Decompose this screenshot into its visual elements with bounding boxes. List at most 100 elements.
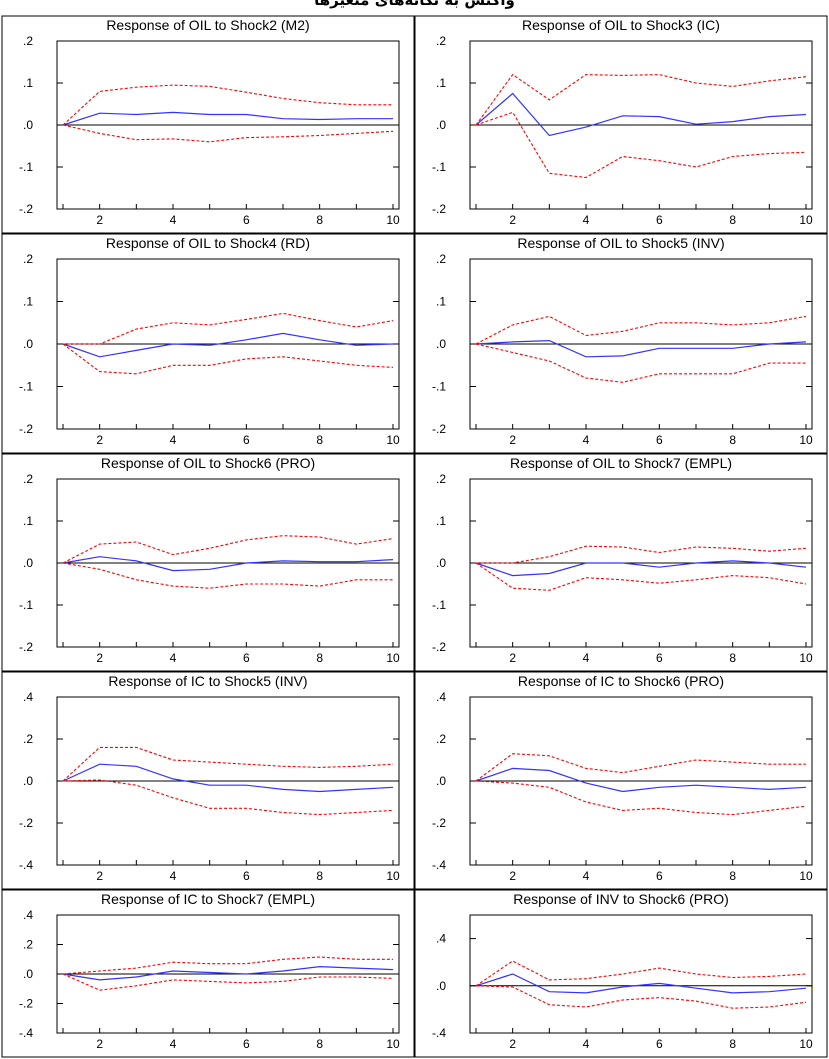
panel-border xyxy=(1,453,415,672)
x-tick-label: 8 xyxy=(316,1037,323,1051)
x-tick-label: 6 xyxy=(243,433,250,447)
lower-confidence-band xyxy=(62,124,394,143)
y-tick-label: .2 xyxy=(436,732,446,746)
y-tick-label: .2 xyxy=(23,732,33,746)
response-line xyxy=(62,332,394,358)
y-tick-label: -.1 xyxy=(432,598,446,612)
x-tick-label: 6 xyxy=(243,1037,250,1051)
panel-border xyxy=(1,889,415,1058)
y-tick-label: .4 xyxy=(23,908,33,922)
x-tick-label: 4 xyxy=(170,651,177,665)
chart-title: Response of OIL to Shock4 (RD) xyxy=(106,235,310,251)
response-line xyxy=(475,560,807,577)
y-tick-label: .1 xyxy=(23,295,33,309)
y-tick-label: -.1 xyxy=(432,160,446,174)
chart-panel: Response of OIL to Shock4 (RD) .2 .1 .0 -.1 -… xyxy=(1,233,415,454)
chart-title: Response of IC to Shock5 (INV) xyxy=(108,673,307,689)
chart-panel: Response of INV to Shock6 (PRO) .4 .0 -.4 2 4… xyxy=(414,889,828,1058)
y-tick-label: -.2 xyxy=(19,422,33,436)
x-tick-label: 10 xyxy=(799,1037,813,1051)
x-tick-label: 4 xyxy=(170,1037,177,1051)
y-tick-label: -.2 xyxy=(432,640,446,654)
x-tick-label: 2 xyxy=(509,1037,516,1051)
upper-confidence-band xyxy=(475,315,807,345)
y-tick-label: .4 xyxy=(436,690,446,704)
x-tick-label: 8 xyxy=(729,1037,736,1051)
x-tick-label: 8 xyxy=(729,433,736,447)
x-tick-label: 8 xyxy=(316,213,323,227)
y-tick-label: -.1 xyxy=(432,380,446,394)
chart-panel: Response of OIL to Shock7 (EMPL) .2 .1 .0 -.… xyxy=(414,453,828,672)
x-tick-label: 6 xyxy=(656,433,663,447)
y-tick-label: -.4 xyxy=(19,858,33,872)
chart-title: Response of OIL to Shock7 (EMPL) xyxy=(510,455,732,471)
y-tick-label: -.4 xyxy=(432,858,446,872)
lower-confidence-band xyxy=(475,780,807,816)
panel-border xyxy=(414,453,828,672)
y-tick-label: .0 xyxy=(436,979,446,993)
y-tick-label: .2 xyxy=(436,472,446,486)
chart-title: Response of INV to Shock6 (PRO) xyxy=(513,891,729,907)
y-tick-label: .1 xyxy=(23,514,33,528)
x-tick-label: 4 xyxy=(583,651,590,665)
y-tick-label: -.2 xyxy=(432,422,446,436)
x-tick-label: 8 xyxy=(316,869,323,883)
x-tick-label: 8 xyxy=(316,433,323,447)
panel-border xyxy=(414,15,828,234)
chart-panel: Response of OIL to Shock6 (PRO) .2 .1 .0 -.1… xyxy=(1,453,415,672)
x-tick-label: 10 xyxy=(799,433,813,447)
x-tick-label: 10 xyxy=(386,213,400,227)
y-tick-label: -.2 xyxy=(19,202,33,216)
x-tick-label: 2 xyxy=(509,651,516,665)
page-header-text: واکنش به تکانه‌های متغیرها xyxy=(314,0,515,9)
y-tick-label: .2 xyxy=(436,34,446,48)
x-tick-label: 2 xyxy=(96,1037,103,1051)
response-line xyxy=(62,556,394,572)
y-tick-label: .1 xyxy=(436,76,446,90)
response-line xyxy=(62,965,394,981)
y-tick-label: .2 xyxy=(23,34,33,48)
x-tick-label: 4 xyxy=(583,433,590,447)
x-tick-label: 8 xyxy=(729,651,736,665)
y-tick-label: .0 xyxy=(436,118,446,132)
chart-panel: Response of IC to Shock7 (EMPL) .4 .2 .0 -.2… xyxy=(1,889,415,1058)
lower-confidence-band xyxy=(475,343,806,383)
response-line xyxy=(475,92,807,137)
y-tick-label: .2 xyxy=(436,252,446,266)
chart-panel: Response of OIL to Shock5 (INV) .2 .1 .0 -.1… xyxy=(414,233,828,454)
y-tick-label: -.2 xyxy=(432,816,446,830)
x-tick-label: 8 xyxy=(316,651,323,665)
chart-panel: Response of IC to Shock5 (INV) .4 .2 .0 -.2 -… xyxy=(1,671,415,890)
y-tick-label: -.2 xyxy=(19,640,33,654)
y-tick-label: .2 xyxy=(23,472,33,486)
y-tick-label: .0 xyxy=(23,774,33,788)
x-tick-label: 4 xyxy=(583,1037,590,1051)
panel-border xyxy=(414,889,828,1058)
chart-panel: Response of IC to Shock6 (PRO) .4 .2 .0 -.2 -… xyxy=(414,671,828,890)
y-tick-label: .2 xyxy=(23,938,33,952)
upper-confidence-band xyxy=(475,753,806,782)
y-tick-label: -.1 xyxy=(19,160,33,174)
x-tick-label: 2 xyxy=(96,651,103,665)
y-tick-label: .0 xyxy=(436,774,446,788)
x-tick-label: 2 xyxy=(509,433,516,447)
y-tick-label: .1 xyxy=(436,295,446,309)
upper-confidence-band xyxy=(62,956,393,975)
x-tick-label: 10 xyxy=(386,869,400,883)
chart-panel: Response of OIL to Shock2 (M2) .2 .1 .0 -.1 -… xyxy=(1,15,415,234)
y-tick-label: -.2 xyxy=(432,202,446,216)
y-tick-label: -.2 xyxy=(19,997,33,1011)
upper-confidence-band xyxy=(63,312,394,345)
y-tick-label: -.1 xyxy=(19,598,33,612)
x-tick-label: 2 xyxy=(509,213,516,227)
response-line xyxy=(62,111,393,126)
chart-title: Response of OIL to Shock6 (PRO) xyxy=(101,455,315,471)
response-line xyxy=(475,973,807,994)
x-tick-label: 4 xyxy=(583,213,590,227)
x-tick-label: 6 xyxy=(243,213,250,227)
lower-confidence-band xyxy=(475,111,807,179)
x-tick-label: 10 xyxy=(386,433,400,447)
x-tick-label: 4 xyxy=(170,213,177,227)
x-tick-label: 6 xyxy=(656,651,663,665)
